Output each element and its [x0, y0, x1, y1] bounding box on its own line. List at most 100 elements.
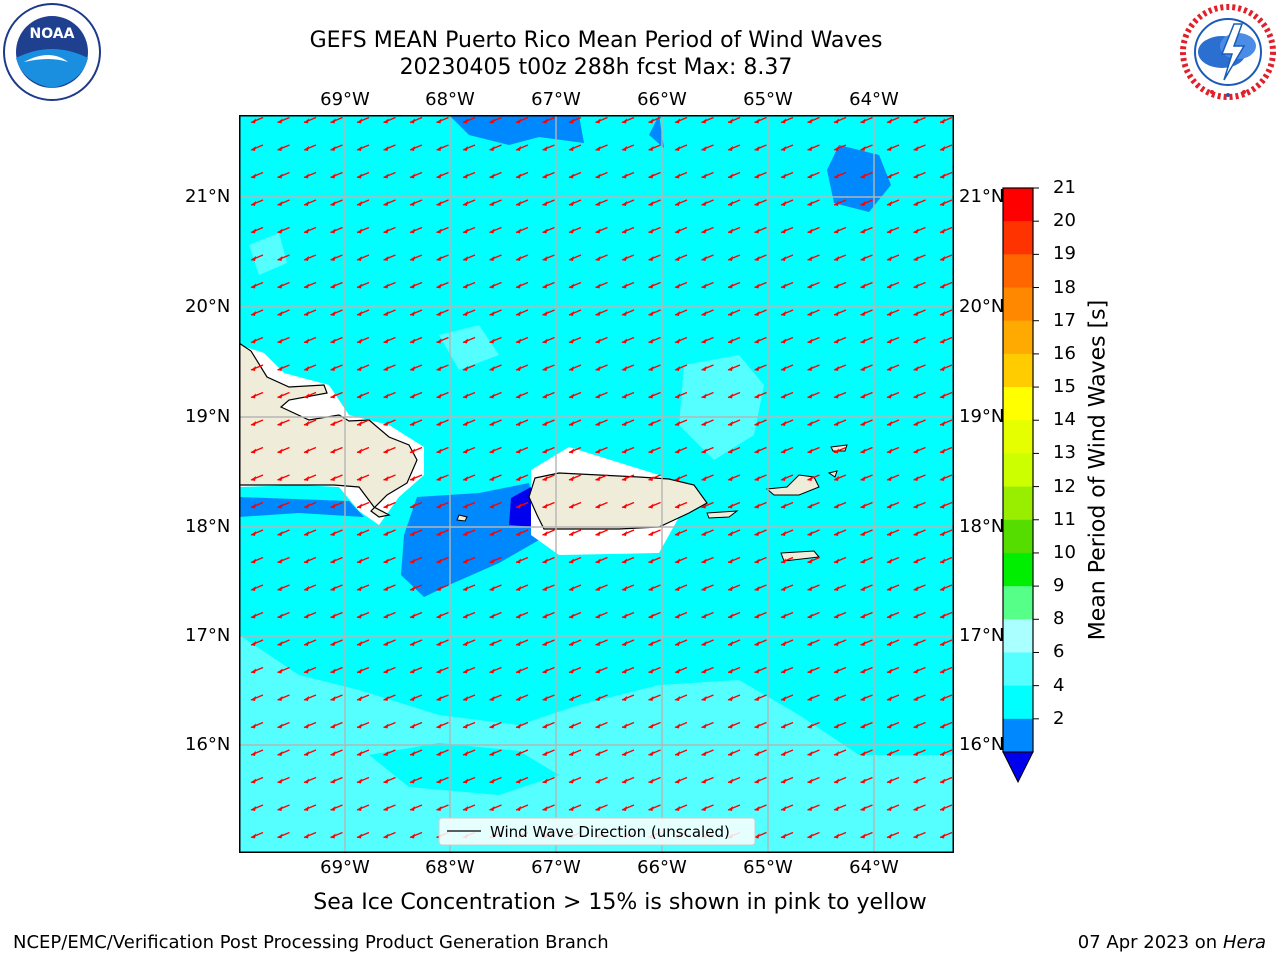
- wind-wave-arrow-head: [516, 723, 521, 729]
- wind-wave-arrow-head: [807, 283, 813, 289]
- wind-wave-arrow-head: [542, 751, 548, 756]
- wind-wave-arrow-head: [728, 448, 733, 454]
- wind-wave-arrow-head: [913, 778, 919, 784]
- wind-wave-arrow-head: [410, 503, 415, 509]
- wind-wave-arrow-head: [357, 421, 362, 426]
- wind-wave-arrow-head: [410, 558, 415, 564]
- wind-wave-arrow-head: [542, 366, 548, 371]
- wind-wave-arrow-head: [304, 723, 309, 729]
- wind-wave-arrow-head: [357, 366, 362, 371]
- wind-wave-arrow-head: [781, 173, 786, 179]
- wind-wave-arrow-head: [887, 778, 892, 784]
- wind-wave-arrow-head: [807, 723, 813, 729]
- colorbar-tick-label: 19: [1053, 243, 1076, 265]
- wind-wave-arrow-head: [516, 558, 521, 564]
- wind-wave-arrow-head: [834, 696, 839, 701]
- wind-wave-arrow-head: [807, 531, 813, 536]
- wind-wave-arrow-head: [436, 393, 442, 399]
- wind-wave-arrow-head: [648, 668, 654, 674]
- wind-wave-arrow-head: [940, 668, 945, 674]
- wind-wave-arrow-head: [569, 531, 574, 536]
- wind-wave-arrow-head: [357, 641, 362, 646]
- wind-wave-arrow-head: [330, 173, 336, 179]
- wind-wave-arrow-head: [516, 366, 521, 371]
- wind-wave-arrow-head: [728, 558, 733, 564]
- wind-wave-arrow-head: [463, 641, 468, 646]
- wind-wave-arrow-head: [622, 696, 627, 701]
- wind-wave-arrow-head: [330, 146, 336, 151]
- wind-wave-arrow-head: [542, 228, 548, 234]
- wind-wave-arrow-head: [542, 723, 548, 729]
- land-vieques: [706, 510, 739, 519]
- wind-wave-arrow-head: [887, 228, 892, 234]
- wind-wave-arrow-head: [277, 833, 283, 839]
- wind-wave-arrow-head: [516, 806, 521, 811]
- wind-wave-arrow-head: [675, 723, 680, 729]
- wind-wave-arrow-head: [436, 476, 442, 481]
- wind-wave-arrow-head: [807, 806, 813, 811]
- wind-wave-arrow-head: [383, 696, 389, 701]
- wind-wave-arrow-head: [781, 723, 786, 729]
- wind-wave-arrow-head: [489, 586, 495, 591]
- wind-wave-arrow-head: [410, 476, 415, 481]
- colorbar-band: [1003, 420, 1033, 454]
- wind-wave-arrow-head: [913, 503, 919, 509]
- lat-label: 16°N: [959, 734, 1005, 755]
- wind-wave-arrow-head: [622, 421, 627, 426]
- wind-wave-arrow-head: [436, 751, 442, 756]
- wind-wave-arrow-head: [834, 531, 839, 536]
- wind-wave-arrow-head: [330, 723, 336, 729]
- wind-wave-arrow-head: [330, 476, 336, 481]
- wind-wave-arrow-head: [463, 503, 468, 509]
- sea-ice-note: Sea Ice Concentration > 15% is shown in …: [313, 890, 927, 915]
- wind-wave-arrow-head: [595, 476, 601, 481]
- wind-wave-arrow-head: [860, 311, 866, 316]
- wind-wave-arrow-head: [728, 421, 733, 426]
- wind-wave-arrow-head: [383, 476, 389, 481]
- wind-wave-arrow-head: [463, 558, 468, 564]
- wind-wave-arrow-head: [913, 833, 919, 839]
- wind-wave-arrow-head: [542, 613, 548, 619]
- wind-wave-arrow-head: [648, 366, 654, 371]
- wind-wave-arrow-head: [675, 696, 680, 701]
- map-legend: Wind Wave Direction (unscaled): [438, 817, 756, 846]
- wind-wave-arrow-head: [304, 503, 309, 509]
- wind-wave-arrow-head: [834, 833, 839, 839]
- wind-wave-arrow-head: [834, 723, 839, 729]
- wind-wave-arrow-head: [781, 696, 786, 701]
- wind-wave-arrow-head: [887, 503, 892, 509]
- wind-wave-arrow-head: [860, 421, 866, 426]
- wind-wave-arrow-head: [834, 476, 839, 481]
- wind-wave-arrow-head: [357, 393, 362, 399]
- wind-wave-arrow-head: [489, 476, 495, 481]
- wind-wave-arrow-head: [701, 751, 707, 756]
- wind-wave-arrow-head: [728, 173, 733, 179]
- wind-wave-arrow-head: [463, 806, 468, 811]
- wind-wave-arrow-head: [622, 228, 627, 234]
- wind-wave-arrow-head: [357, 668, 362, 674]
- wind-wave-arrow-head: [330, 531, 336, 536]
- wind-wave-arrow-head: [701, 118, 707, 124]
- wind-wave-arrow-head: [887, 558, 892, 564]
- wind-wave-arrow-head: [383, 311, 389, 316]
- lon-label: 66°W: [637, 89, 687, 110]
- wind-wave-arrow-head: [622, 723, 627, 729]
- wind-wave-arrow-head: [489, 173, 495, 179]
- wind-wave-arrow-head: [330, 228, 336, 234]
- wind-wave-arrow-head: [516, 668, 521, 674]
- wind-wave-arrow-head: [754, 201, 760, 206]
- wind-wave-arrow-head: [913, 586, 919, 591]
- wind-wave-arrow-head: [648, 173, 654, 179]
- wind-wave-arrow-head: [860, 833, 866, 839]
- wind-wave-arrow-head: [357, 806, 362, 811]
- wind-wave-arrow-head: [675, 531, 680, 536]
- wind-wave-arrow-head: [728, 146, 733, 151]
- wind-wave-arrow-head: [569, 806, 574, 811]
- wind-wave-arrow-head: [357, 696, 362, 701]
- wind-wave-arrow-head: [383, 146, 389, 151]
- wind-wave-arrow-head: [675, 421, 680, 426]
- wind-wave-arrow-head: [330, 503, 336, 509]
- wind-wave-arrow-head: [304, 613, 309, 619]
- wind-wave-arrow-head: [781, 228, 786, 234]
- wind-wave-arrow-head: [516, 393, 521, 399]
